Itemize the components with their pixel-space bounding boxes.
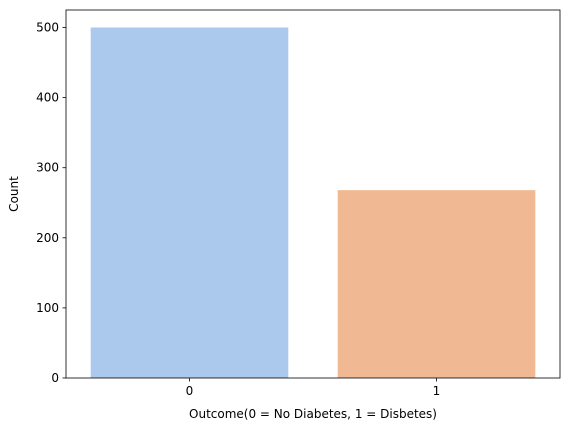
bar-1 bbox=[337, 190, 536, 378]
y-tick-label: 200 bbox=[36, 231, 59, 245]
x-tick-label: 0 bbox=[186, 384, 194, 398]
y-tick-label: 400 bbox=[36, 91, 59, 105]
y-tick-label: 100 bbox=[36, 301, 59, 315]
y-tick-label: 500 bbox=[36, 21, 59, 35]
y-axis-ticks: 0 100 200 300 400 500 bbox=[36, 21, 66, 385]
y-tick-label: 300 bbox=[36, 161, 59, 175]
x-tick-label: 1 bbox=[433, 384, 441, 398]
y-tick-label: 0 bbox=[51, 371, 59, 385]
plot-area-frame bbox=[65, 9, 561, 379]
y-axis-label: Count bbox=[7, 176, 21, 212]
bar-0 bbox=[90, 27, 289, 379]
x-axis-label: Outcome(0 = No Diabetes, 1 = Disbetes) bbox=[189, 407, 437, 421]
bars-layer bbox=[90, 27, 536, 379]
